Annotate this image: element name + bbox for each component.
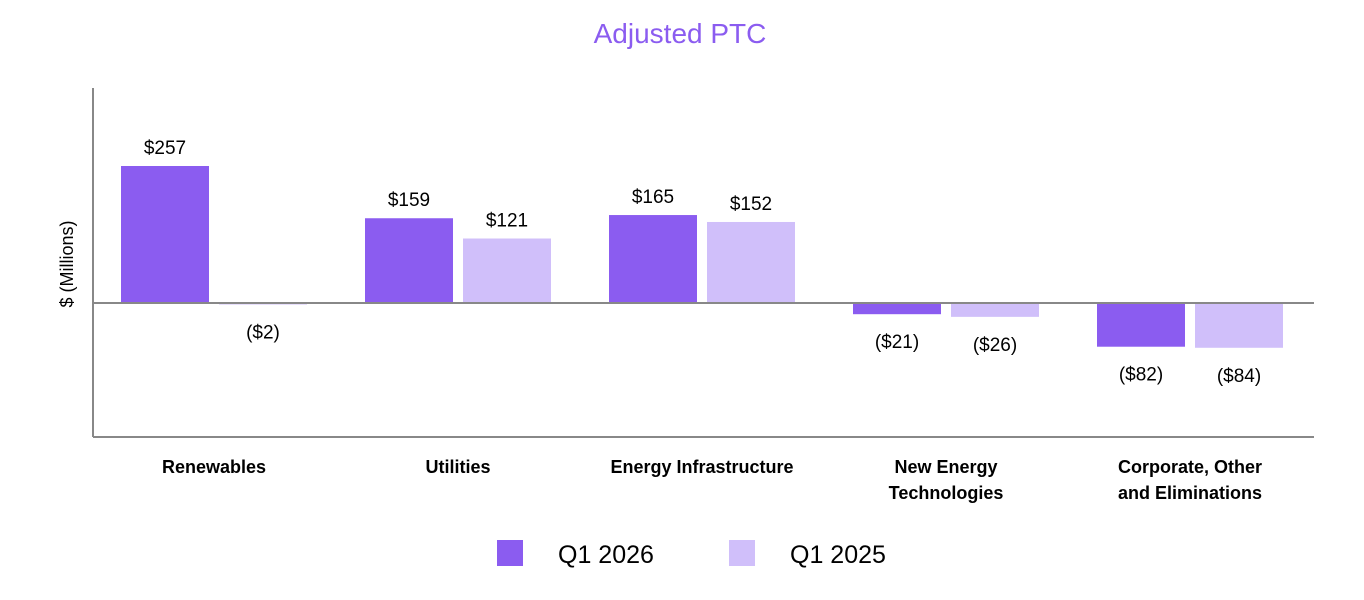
data-label-series-0-category-3: ($21) [875, 332, 919, 353]
data-label-series-1-category-0: ($2) [246, 323, 280, 344]
data-label-series-0-category-1: $159 [388, 190, 430, 211]
category-label-2: Energy Infrastructure [610, 457, 793, 477]
value-labels-group: $257 ($2) $159 $121 $165 $152 ($21) ($26) ($82) (… [144, 138, 1261, 387]
category-label-3-line-0: New Energy [894, 457, 997, 477]
category-label-4-line-0: Corporate, Other [1118, 457, 1262, 477]
legend-label-series-0: Q1 2026 [558, 541, 654, 569]
data-label-series-0-category-0: $257 [144, 138, 186, 159]
bar-series-0-category-0 [121, 166, 209, 303]
bars-group [121, 166, 1283, 348]
bar-series-0-category-2 [609, 215, 697, 303]
category-label-3-line-1: Technologies [889, 483, 1004, 503]
bar-series-1-category-3 [951, 303, 1039, 317]
legend-swatch-series-0 [497, 540, 523, 566]
data-label-series-0-category-2: $165 [632, 187, 674, 208]
data-label-series-1-category-1: $121 [486, 210, 528, 231]
legend-swatch-series-1 [729, 540, 755, 566]
bar-series-1-category-1 [463, 238, 551, 303]
y-axis-label: $ (Millions) [57, 220, 77, 307]
category-label-4-line-1: and Eliminations [1118, 483, 1262, 503]
bar-series-1-category-4 [1195, 303, 1283, 348]
bar-series-0-category-1 [365, 218, 453, 303]
chart-title: Adjusted PTC [594, 18, 767, 49]
bar-series-0-category-4 [1097, 303, 1185, 347]
data-label-series-1-category-2: $152 [730, 194, 772, 215]
bar-series-1-category-2 [707, 221, 795, 303]
bar-series-0-category-3 [853, 303, 941, 315]
data-label-series-1-category-4: ($84) [1217, 366, 1261, 387]
legend-label-series-1: Q1 2025 [790, 541, 886, 569]
legend: Q1 2026 Q1 2025 [497, 540, 886, 569]
category-label-0: Renewables [162, 457, 266, 477]
category-label-1: Utilities [425, 457, 490, 477]
data-label-series-0-category-4: ($82) [1119, 365, 1163, 386]
category-labels-group: Renewables Utilities Energy Infrastructure… [162, 457, 1262, 503]
data-label-series-1-category-3: ($26) [973, 335, 1017, 356]
